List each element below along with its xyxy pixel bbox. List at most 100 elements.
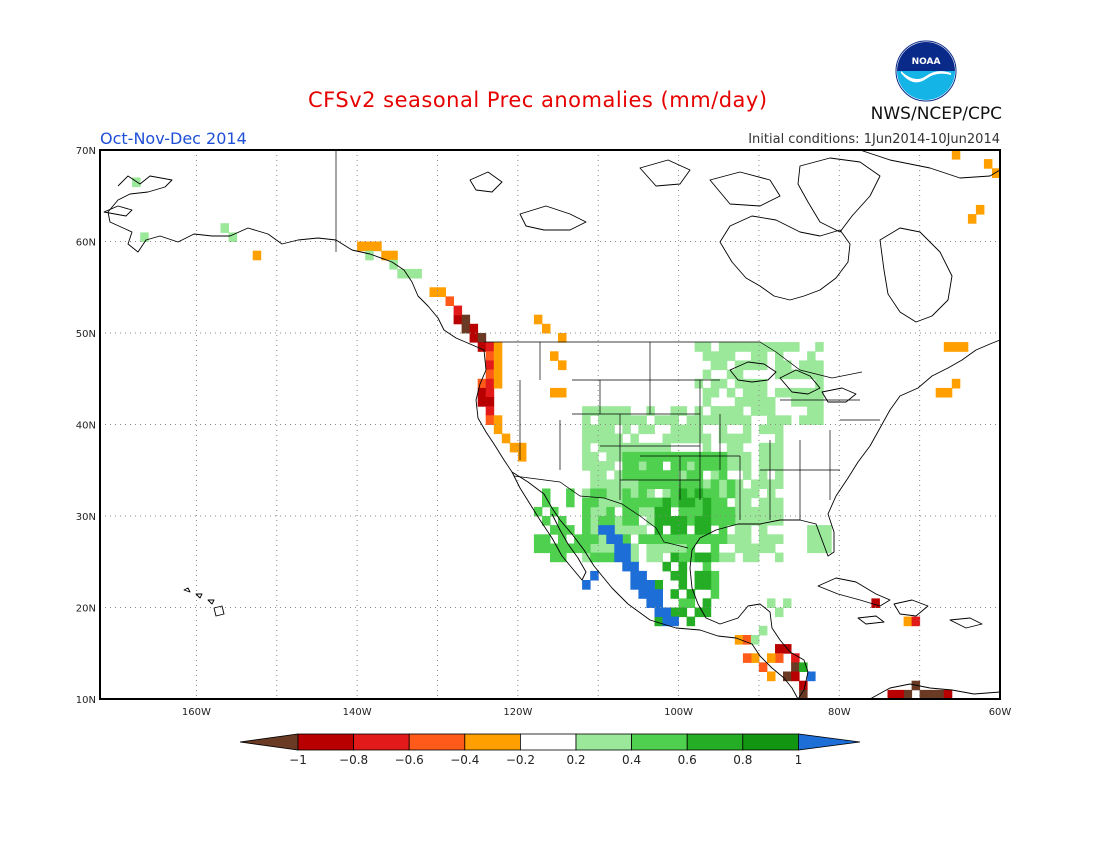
anomaly-cell (678, 516, 688, 526)
anomaly-cell (799, 689, 808, 700)
anomaly-cell (734, 442, 744, 453)
anomaly-cell (718, 506, 728, 517)
anomaly-cell (750, 479, 760, 489)
anomaly-cell (558, 543, 567, 554)
anomaly-cell (758, 516, 768, 526)
anomaly-cell (622, 488, 631, 499)
anomaly-cell (654, 543, 663, 554)
anomaly-cell (598, 543, 607, 554)
anomaly-cell (935, 689, 945, 700)
anomaly-cell (678, 543, 688, 554)
colorbar-label: 1 (795, 753, 803, 767)
anomaly-cell (630, 525, 639, 535)
anomaly-cell (678, 461, 688, 471)
anomaly-cell (694, 342, 704, 352)
anomaly-cell (726, 488, 736, 499)
anomaly-cell (967, 214, 977, 224)
anomaly-cell (638, 479, 647, 489)
anomaly-cell (807, 351, 816, 361)
anomaly-cell (493, 360, 503, 371)
anomaly-cell (815, 397, 824, 407)
anomaly-cell (686, 424, 696, 435)
anomaly-cell (477, 342, 487, 352)
anomaly-cell (815, 543, 824, 554)
anomaly-cell (799, 415, 808, 425)
longitude-labels: 160W 140W 120W 100W 80W 60W (182, 707, 1011, 718)
anomaly-cell (758, 397, 768, 407)
anomaly-cell (678, 497, 688, 508)
anomaly-cell (646, 461, 655, 471)
anomaly-cell (710, 570, 720, 581)
colorbar (239, 733, 861, 751)
latitude-label: 30N (76, 512, 96, 523)
anomaly-cell (654, 580, 663, 590)
anomaly-cell (775, 534, 784, 544)
anomaly-cell (646, 424, 655, 435)
anomaly-cell (694, 461, 704, 471)
anomaly-cell (783, 415, 792, 425)
anomaly-cell (799, 680, 808, 691)
anomaly-cell (606, 415, 615, 425)
anomaly-cell (558, 516, 567, 526)
anomaly-cell (558, 552, 567, 563)
anomaly-cell (718, 342, 728, 352)
anomaly-cell (791, 369, 800, 380)
anomaly-cell (590, 424, 599, 435)
anomaly-cell (742, 516, 752, 526)
anomaly-cell (662, 616, 671, 627)
anomaly-cell (694, 451, 704, 462)
anomaly-field (132, 150, 1001, 700)
anomaly-cell (630, 561, 639, 572)
anomaly-cell (710, 351, 720, 361)
anomaly-cell (622, 561, 631, 572)
anomaly-cell (646, 497, 655, 508)
anomaly-cell (750, 516, 760, 526)
anomaly-cell (750, 342, 760, 352)
anomaly-cell (582, 488, 591, 499)
anomaly-cell (646, 534, 655, 544)
anomaly-cell (662, 442, 671, 453)
anomaly-cell (493, 424, 503, 435)
anomaly-cell (767, 598, 776, 608)
anomaly-cell (718, 534, 728, 544)
anomaly-cell (686, 451, 696, 462)
anomaly-cell (638, 497, 647, 508)
anomaly-cell (598, 433, 607, 444)
anomaly-cell (702, 433, 712, 444)
anomaly-cell (807, 525, 816, 535)
anomaly-cell (614, 415, 623, 425)
longitude-label: 160W (182, 707, 211, 718)
anomaly-cell (758, 625, 768, 636)
anomaly-cell (823, 543, 832, 554)
latitude-label: 10N (76, 695, 96, 706)
anomaly-cell (670, 479, 679, 489)
anomaly-cell (638, 451, 647, 462)
anomaly-cell (750, 351, 760, 361)
anomaly-cell (775, 607, 784, 618)
anomaly-cell (686, 598, 696, 608)
anomaly-cell (485, 360, 495, 371)
anomaly-cell (775, 415, 784, 425)
anomaly-cell (542, 497, 551, 508)
anomaly-cell (373, 241, 382, 252)
colorbar-box (575, 733, 632, 751)
anomaly-cell (710, 406, 720, 416)
anomaly-cell (542, 516, 551, 526)
anomaly-cell (582, 534, 591, 544)
anomaly-cell (726, 479, 736, 489)
anomaly-cell (758, 543, 768, 554)
anomaly-cell (767, 479, 776, 489)
anomaly-cell (702, 506, 712, 517)
anomaly-cell (694, 552, 704, 563)
anomaly-cell (734, 635, 744, 645)
anomaly-cell (742, 378, 752, 389)
anomaly-cell (694, 506, 704, 517)
latitude-label: 70N (76, 146, 96, 157)
anomaly-cell (550, 351, 559, 361)
anomaly-cell (718, 461, 728, 471)
anomaly-cell (694, 415, 704, 425)
anomaly-cell (775, 470, 784, 480)
anomaly-cell (228, 232, 238, 242)
anomaly-cell (654, 442, 663, 453)
anomaly-cell (389, 250, 398, 261)
